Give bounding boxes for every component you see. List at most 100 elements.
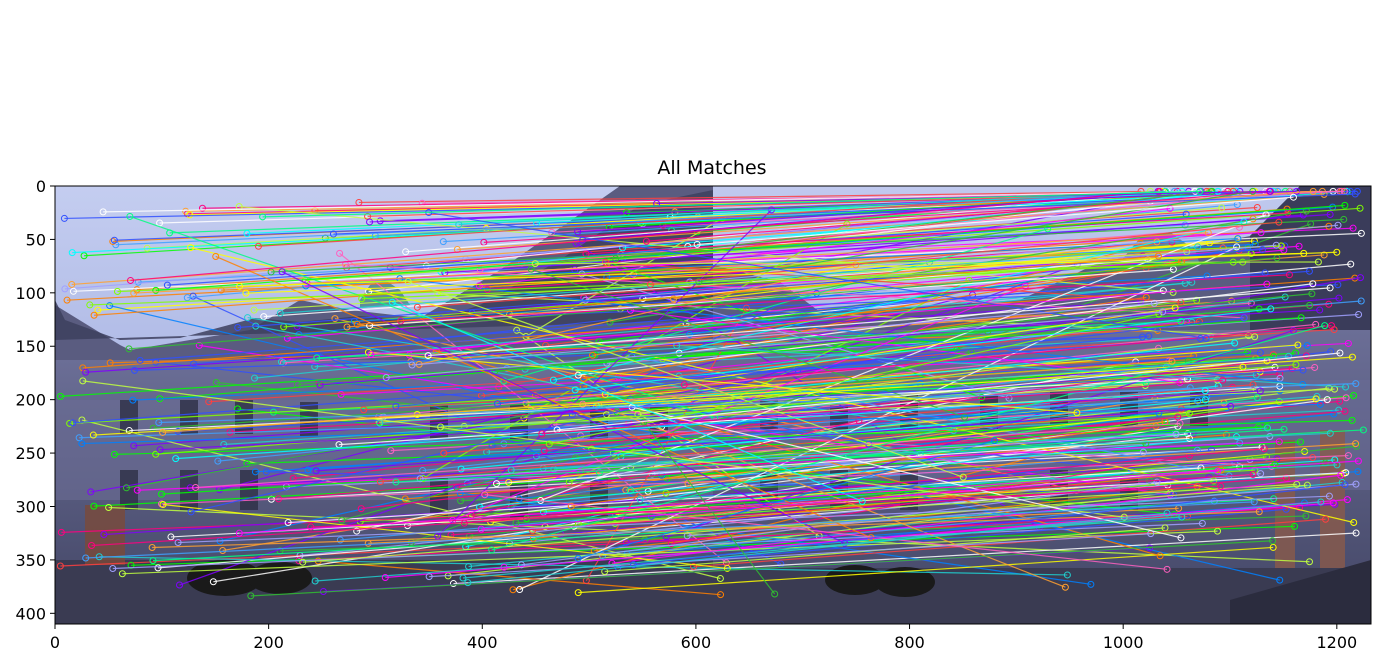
keypoint-marker [1185,434,1193,442]
keypoint-marker [1280,425,1288,433]
match-line [158,383,1356,424]
keypoint-marker [75,434,83,442]
keypoint-marker [1293,480,1301,488]
keypoint-marker [1063,571,1071,579]
keypoint-marker [94,306,102,314]
match-line [178,495,1330,544]
keypoint-marker [1357,229,1365,237]
match-line [130,190,1160,282]
keypoint-marker [540,447,548,455]
keypoint-marker [205,398,213,406]
keypoint-marker [1330,410,1338,418]
match-line [511,432,1331,471]
keypoint-marker [1266,187,1274,195]
keypoint-marker [1250,498,1258,506]
keypoint-marker [1354,468,1362,476]
keypoint-marker [1303,481,1311,489]
match-line [467,512,1168,584]
keypoint-marker [1350,392,1358,400]
keypoint-marker [1322,515,1330,523]
match-line [496,437,1190,485]
keypoint-marker [1272,241,1280,249]
keypoint-marker [1289,193,1297,201]
keypoint-marker [1295,242,1303,250]
keypoint-marker [517,561,525,569]
keypoint-marker [574,589,582,597]
keypoint-marker [589,351,597,359]
keypoint-marker [130,442,138,450]
match-line [484,494,1168,570]
keypoint-marker [1269,543,1277,551]
keypoint-marker [1256,387,1264,395]
keypoint-marker [1214,527,1222,535]
match-line [245,251,1337,294]
keypoint-marker [1294,341,1302,349]
keypoint-marker [1253,204,1261,212]
keypoint-marker [343,323,351,331]
keypoint-marker [277,358,285,366]
keypoint-marker [1145,332,1153,340]
keypoint-marker [531,260,539,268]
match-line [112,522,1203,570]
keypoint-marker [1214,467,1222,475]
keypoint-marker [1155,310,1163,318]
y-axis: 0 50 100 150 200 250 300 350 400 [15,177,55,623]
keypoint-marker [680,381,688,389]
keypoint-marker [155,419,163,427]
keypoint-marker [358,295,366,303]
keypoint-marker [1171,304,1179,312]
keypoint-marker [1249,470,1257,478]
match-line [617,508,1287,568]
keypoint-marker [1166,205,1174,213]
keypoint-marker [476,503,484,511]
keypoint-marker [167,533,175,541]
keypoint-marker [86,301,94,309]
keypoint-marker [1177,534,1185,542]
match-line [428,211,1207,340]
keypoint-marker [529,527,537,535]
keypoint-marker [1258,246,1266,254]
match-line [271,218,1344,273]
keypoint-marker [1347,260,1355,268]
keypoint-marker [464,579,472,587]
keypoint-marker [1305,267,1313,275]
keypoint-marker [509,586,517,594]
match-line [190,369,798,513]
keypoint-marker [1309,187,1317,195]
keypoint-marker [1142,379,1150,387]
match-line [379,355,1289,424]
keypoint-marker [1201,387,1209,395]
keypoint-marker [1350,518,1358,526]
keypoint-marker [1227,402,1235,410]
keypoint-marker [1359,426,1367,434]
keypoint-marker [1154,252,1162,260]
keypoint-marker [1177,317,1185,325]
keypoint-marker [366,218,374,226]
match-line [606,313,1359,364]
keypoint-marker [716,575,724,583]
keypoint-marker [244,314,252,322]
keypoint-marker [1334,221,1342,229]
keypoint-marker [353,320,361,328]
match-line [526,344,1298,404]
keypoint-marker [843,220,851,228]
keypoint-marker [667,540,675,548]
match-line [684,324,1332,386]
match-line [646,190,1270,242]
keypoint-marker [1087,580,1095,588]
match-line [412,302,1155,366]
match-line [479,207,1171,287]
keypoint-marker [493,400,501,408]
keypoint-marker [538,430,546,438]
keypoint-marker [961,413,969,421]
keypoint-marker [1327,348,1335,356]
keypoint-marker [158,490,166,498]
keypoint-marker [771,590,779,598]
keypoint-marker [80,252,88,260]
keypoint-marker [66,419,74,427]
keypoint-marker [250,306,258,314]
keypoint-marker [1142,440,1150,448]
keypoint-marker [690,563,698,571]
keypoint-marker [251,468,259,476]
